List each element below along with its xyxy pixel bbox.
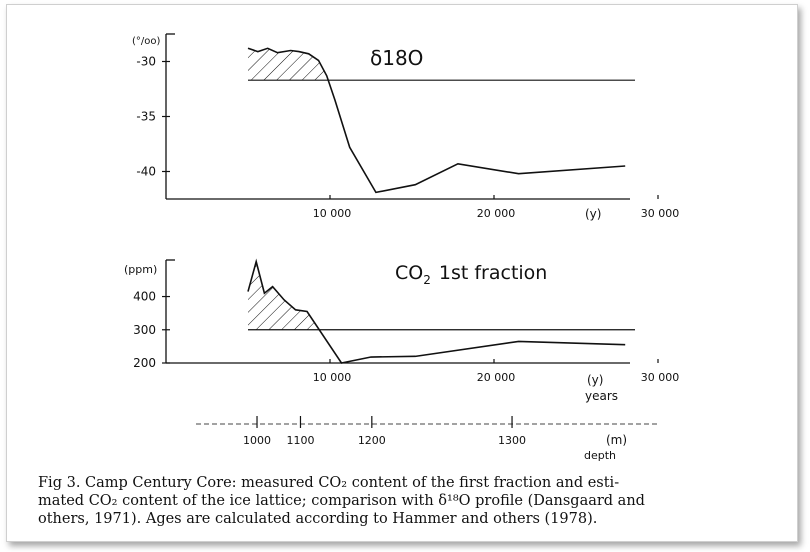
co2-x-tick-label: 20 000 [477, 371, 516, 384]
o18-x-tick-label: 10 000 [313, 207, 352, 220]
co2-y-tick-label: 400 [133, 290, 156, 304]
co2-title: CO2 1st fraction [395, 262, 547, 287]
co2-x-label-years: years [585, 389, 618, 403]
o18-x-label: (y) [585, 207, 601, 221]
o18-y-tick-label: -35 [136, 110, 156, 124]
depth-tick-label: 1000 [243, 434, 271, 447]
o18-hatch-area [248, 48, 329, 81]
o18-chart: (°/oo) -30-35-40 10 000 20 000 30 000 (y) … [132, 33, 680, 221]
co2-title-sub: 2 [423, 273, 431, 287]
o18-x-tick-label: 20 000 [477, 207, 516, 220]
co2-x-tick-label: 10 000 [313, 371, 352, 384]
caption-line-2: mated CO₂ content of the ice lattice; co… [38, 493, 645, 509]
co2-y-ticks: 200 300 400 [133, 290, 170, 370]
o18-y-tick-label: -30 [136, 55, 156, 69]
depth-axis: 1000 1100 1200 1300 (m) depth [196, 416, 660, 462]
o18-x-ticks: 10 000 20 000 30 000 [313, 195, 680, 220]
co2-x-tick-label: 30 000 [641, 371, 680, 384]
o18-x-tick-label: 30 000 [641, 207, 680, 220]
depth-tick-label: 1100 [286, 434, 314, 447]
co2-y-tick-label: 300 [133, 323, 156, 337]
co2-title-rest: 1st fraction [439, 262, 547, 284]
co2-chart: (ppm) 200 300 400 10 000 20 000 30 000 (y) y… [124, 258, 680, 403]
o18-y-ticks: -30 -35 -40 [136, 55, 170, 179]
figure-caption: Fig 3. Camp Century Core: measured CO₂ c… [38, 475, 645, 527]
co2-x-label: (y) [587, 373, 603, 387]
o18-y-unit: (°/oo) [132, 36, 161, 47]
co2-y-tick-label: 200 [133, 356, 156, 370]
co2-y-unit: (ppm) [124, 263, 157, 276]
depth-axis-label: depth [584, 449, 616, 462]
depth-unit-label: (m) [606, 433, 627, 447]
depth-ticks: 1000 1100 1200 1300 [243, 416, 526, 447]
figure-frame [6, 4, 798, 542]
co2-x-ticks: 10 000 20 000 30 000 [313, 359, 680, 384]
o18-title: δ18O [370, 46, 423, 70]
co2-title-main: CO [395, 262, 423, 284]
co2-hatch-area [248, 261, 320, 330]
depth-tick-label: 1200 [358, 434, 386, 447]
depth-tick-label: 1300 [498, 434, 526, 447]
co2-series-line [247, 258, 626, 364]
o18-y-tick-label: -40 [136, 165, 156, 179]
caption-line-1: Fig 3. Camp Century Core: measured CO₂ c… [38, 475, 619, 491]
caption-line-3: others, 1971). Ages are calculated accor… [38, 511, 597, 527]
o18-series-line [247, 47, 626, 194]
